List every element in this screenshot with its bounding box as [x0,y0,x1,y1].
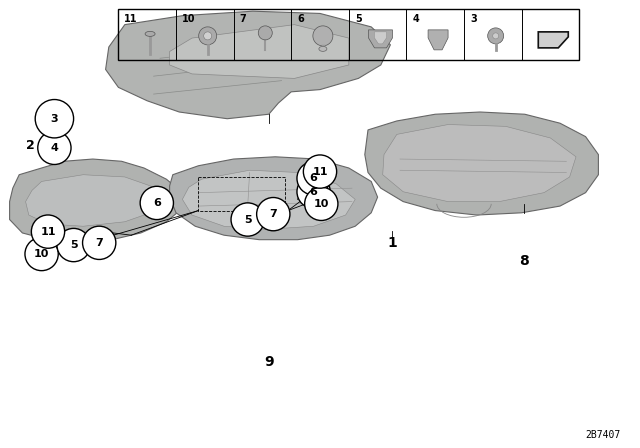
Polygon shape [374,32,387,44]
Polygon shape [428,30,448,50]
Bar [118,9,579,60]
Circle shape [305,187,338,220]
Text: 3: 3 [51,114,58,124]
Text: 4: 4 [412,14,419,24]
Circle shape [303,155,337,188]
Circle shape [49,115,60,125]
Text: 11: 11 [40,227,56,237]
Polygon shape [365,112,598,215]
Text: 5: 5 [244,215,252,224]
Circle shape [38,131,71,164]
Circle shape [259,26,272,40]
Text: 5: 5 [355,14,362,24]
Ellipse shape [44,133,65,143]
Circle shape [257,198,290,231]
Text: 1: 1 [387,236,397,250]
Text: 8: 8 [518,254,529,268]
Text: 4: 4 [51,143,58,153]
Circle shape [231,203,264,236]
Circle shape [31,215,65,248]
Ellipse shape [47,118,63,125]
Polygon shape [10,159,182,242]
Polygon shape [383,125,576,202]
Circle shape [57,228,90,262]
Polygon shape [106,11,390,119]
Text: 3: 3 [470,14,477,24]
Circle shape [83,226,116,259]
Circle shape [140,186,173,220]
Text: 6: 6 [153,198,161,208]
Ellipse shape [145,31,155,36]
Text: 2B7407: 2B7407 [586,430,621,440]
Text: 11: 11 [124,14,138,24]
Circle shape [313,26,333,46]
Circle shape [35,99,74,138]
Polygon shape [26,175,160,226]
Text: 9: 9 [264,355,274,369]
Text: 10: 10 [314,199,329,209]
Polygon shape [369,30,392,48]
Text: 11: 11 [312,167,328,177]
Polygon shape [538,32,568,48]
Text: 6: 6 [310,187,317,197]
Text: 7: 7 [95,238,103,248]
Text: 7: 7 [239,14,246,24]
Polygon shape [182,170,355,229]
Text: 6: 6 [310,173,317,183]
Circle shape [297,162,330,195]
Text: 5: 5 [70,240,77,250]
Circle shape [204,32,212,40]
Polygon shape [170,157,378,240]
Text: 10: 10 [34,249,49,259]
Text: 10: 10 [182,14,195,24]
Polygon shape [170,25,349,78]
Circle shape [25,237,58,271]
Ellipse shape [319,47,327,52]
Text: 2: 2 [26,139,35,152]
Circle shape [198,27,217,45]
Circle shape [493,33,499,39]
Circle shape [488,28,504,44]
Text: 6: 6 [297,14,304,24]
Circle shape [297,175,330,208]
Text: 7: 7 [269,209,277,219]
Circle shape [44,109,65,131]
